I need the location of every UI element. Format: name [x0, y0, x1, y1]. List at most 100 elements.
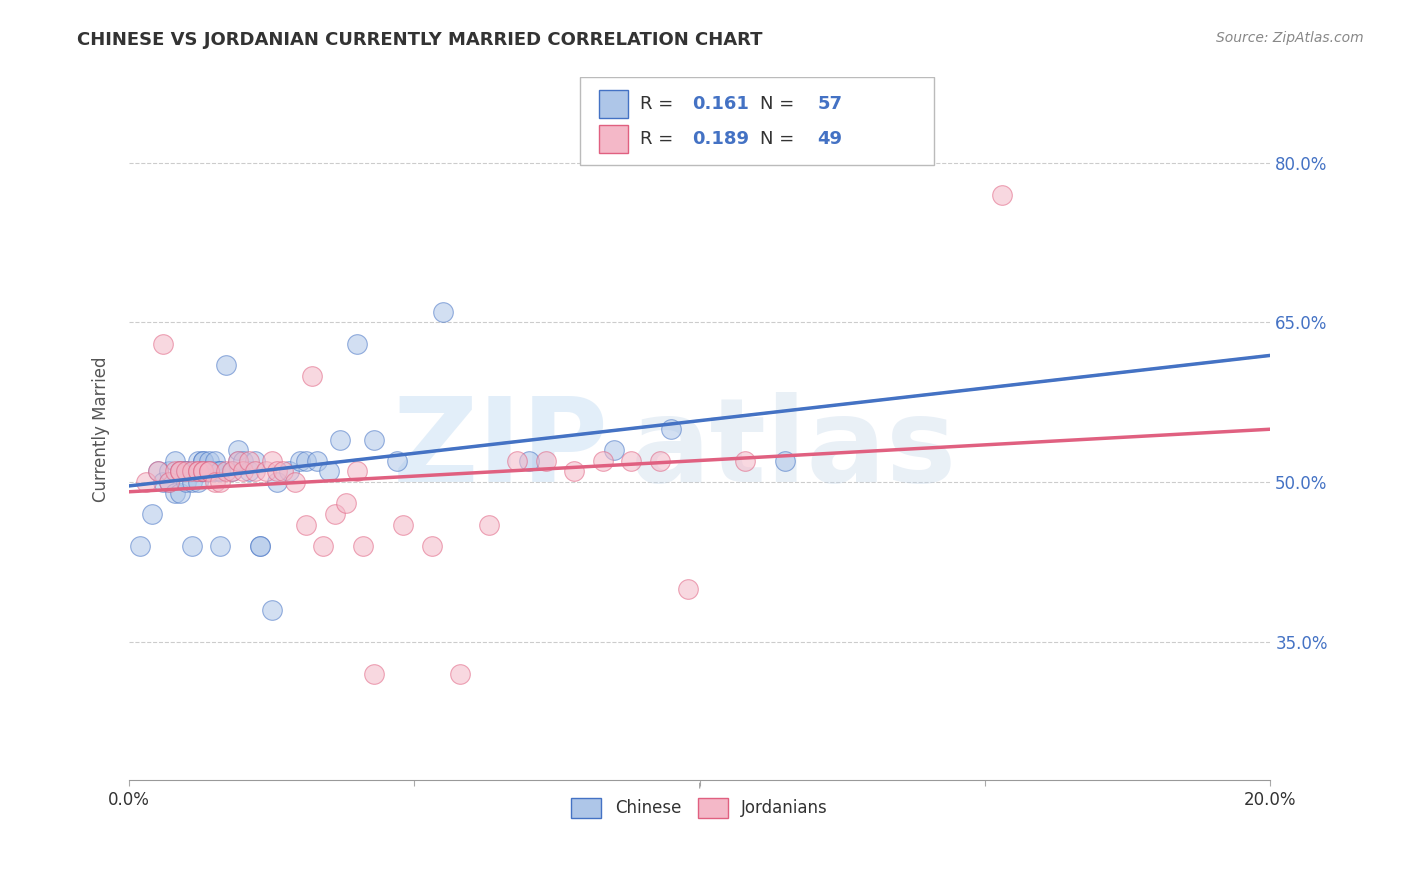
- Point: [174, 465, 197, 479]
- Point: [307, 454, 329, 468]
- Point: [169, 465, 191, 479]
- Point: [260, 454, 283, 468]
- Point: [180, 539, 202, 553]
- Point: [318, 465, 340, 479]
- Point: [249, 539, 271, 553]
- Point: [346, 465, 368, 479]
- Point: [174, 465, 197, 479]
- Point: [284, 475, 307, 489]
- Point: [678, 582, 700, 596]
- Point: [603, 443, 626, 458]
- Point: [157, 475, 180, 489]
- Point: [187, 465, 209, 479]
- Point: [146, 465, 169, 479]
- Point: [243, 454, 266, 468]
- Point: [198, 465, 221, 479]
- Point: [204, 454, 226, 468]
- Y-axis label: Currently Married: Currently Married: [93, 356, 110, 501]
- Point: [346, 336, 368, 351]
- Point: [198, 465, 221, 479]
- Legend: Chinese, Jordanians: Chinese, Jordanians: [565, 791, 835, 825]
- Point: [209, 539, 232, 553]
- Text: R =: R =: [640, 130, 679, 148]
- Point: [129, 539, 152, 553]
- Point: [180, 475, 202, 489]
- Text: atlas: atlas: [631, 392, 957, 508]
- Point: [420, 539, 443, 553]
- Text: N =: N =: [761, 95, 800, 113]
- Point: [329, 433, 352, 447]
- Point: [187, 475, 209, 489]
- Point: [301, 368, 323, 383]
- FancyBboxPatch shape: [599, 125, 628, 153]
- Point: [198, 454, 221, 468]
- Point: [193, 465, 215, 479]
- Point: [187, 454, 209, 468]
- Point: [169, 465, 191, 479]
- Point: [187, 465, 209, 479]
- Point: [312, 539, 335, 553]
- Point: [209, 475, 232, 489]
- Point: [277, 465, 299, 479]
- Point: [193, 454, 215, 468]
- Point: [352, 539, 374, 553]
- Text: ZIP: ZIP: [392, 392, 609, 508]
- Point: [163, 465, 186, 479]
- Point: [193, 465, 215, 479]
- Point: [152, 336, 174, 351]
- Point: [562, 465, 585, 479]
- Point: [146, 465, 169, 479]
- Point: [775, 454, 797, 468]
- Point: [198, 465, 221, 479]
- Point: [187, 465, 209, 479]
- Point: [193, 465, 215, 479]
- Point: [266, 465, 288, 479]
- Point: [198, 465, 221, 479]
- Point: [506, 454, 529, 468]
- Text: N =: N =: [761, 130, 800, 148]
- Point: [238, 454, 260, 468]
- Point: [254, 465, 277, 479]
- Point: [204, 465, 226, 479]
- Point: [163, 485, 186, 500]
- Text: CHINESE VS JORDANIAN CURRENTLY MARRIED CORRELATION CHART: CHINESE VS JORDANIAN CURRENTLY MARRIED C…: [77, 31, 763, 49]
- Point: [152, 475, 174, 489]
- Point: [295, 517, 318, 532]
- Point: [204, 475, 226, 489]
- Point: [271, 465, 294, 479]
- Text: 0.161: 0.161: [692, 95, 748, 113]
- Point: [249, 539, 271, 553]
- Point: [215, 358, 238, 372]
- Point: [534, 454, 557, 468]
- Text: 49: 49: [817, 130, 842, 148]
- Point: [180, 465, 202, 479]
- Text: R =: R =: [640, 95, 679, 113]
- Point: [193, 465, 215, 479]
- Point: [215, 465, 238, 479]
- FancyBboxPatch shape: [579, 78, 934, 165]
- Point: [226, 454, 249, 468]
- Point: [141, 507, 163, 521]
- Point: [991, 187, 1014, 202]
- Point: [226, 454, 249, 468]
- Point: [648, 454, 671, 468]
- Point: [169, 485, 191, 500]
- Point: [323, 507, 346, 521]
- Point: [659, 422, 682, 436]
- Point: [392, 517, 415, 532]
- Point: [238, 465, 260, 479]
- Point: [290, 454, 312, 468]
- Point: [449, 666, 471, 681]
- Point: [232, 454, 254, 468]
- Point: [157, 475, 180, 489]
- Point: [295, 454, 318, 468]
- Point: [478, 517, 501, 532]
- Text: Source: ZipAtlas.com: Source: ZipAtlas.com: [1216, 31, 1364, 45]
- Point: [232, 465, 254, 479]
- Point: [157, 465, 180, 479]
- Point: [266, 475, 288, 489]
- Text: 57: 57: [817, 95, 842, 113]
- Point: [221, 465, 243, 479]
- Point: [592, 454, 614, 468]
- Point: [221, 465, 243, 479]
